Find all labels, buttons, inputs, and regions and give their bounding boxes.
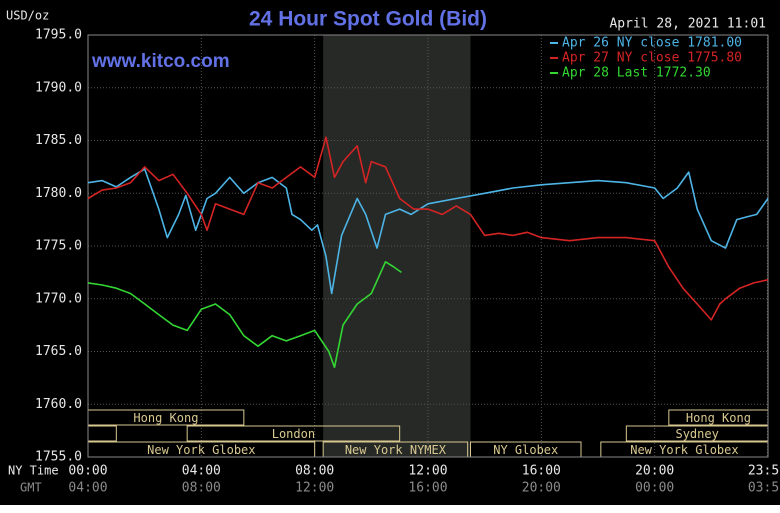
session-label: New York Globex xyxy=(147,443,255,457)
session-label: New York NYMEX xyxy=(345,443,447,457)
session-box xyxy=(186,425,401,442)
session-label: Hong Kong xyxy=(133,411,198,425)
session-label: New York Globex xyxy=(630,443,738,457)
y-tick-label: 1775.0 xyxy=(35,239,82,254)
x-tick-label: 08:00 xyxy=(295,464,334,479)
x-tick-label: 04:00 xyxy=(182,464,221,479)
x2-tick-label: 08:00 xyxy=(182,481,221,496)
session-label: London xyxy=(272,427,315,441)
x2-tick-label: 00:00 xyxy=(635,481,674,496)
y-tick-label: 1755.0 xyxy=(35,450,82,465)
x2-tick-label: 03:59 xyxy=(748,481,780,496)
x2-tick-label: 04:00 xyxy=(68,481,107,496)
x-tick-label: 12:00 xyxy=(408,464,447,479)
y-tick-label: 1785.0 xyxy=(35,133,82,148)
series-line xyxy=(87,136,769,321)
watermark: www.kitco.com xyxy=(91,51,230,72)
legend-label: Apr 27 NY close 1775.80 xyxy=(562,51,742,66)
y-tick-label: 1795.0 xyxy=(35,28,82,43)
session-label: Sydney xyxy=(675,427,718,441)
x2-tick-label: 16:00 xyxy=(408,481,447,496)
series-line xyxy=(87,261,402,369)
x-tick-label: 16:00 xyxy=(522,464,561,479)
x-tick-label: 23:59 xyxy=(748,464,780,479)
session-label: Hong Kong xyxy=(686,411,751,425)
chart-title: 24 Hour Spot Gold (Bid) xyxy=(249,8,487,31)
x2-tick-label: 20:00 xyxy=(522,481,561,496)
session-label: NY Globex xyxy=(493,443,558,457)
y-tick-label: 1770.0 xyxy=(35,291,82,306)
timestamp: April 28, 2021 11:01 xyxy=(609,17,766,32)
y-unit: USD/oz xyxy=(6,9,49,23)
plot-frame xyxy=(87,34,769,458)
y-tick-label: 1790.0 xyxy=(35,80,82,95)
y-tick-label: 1760.0 xyxy=(35,397,82,412)
x-axis-label: NY Time xyxy=(8,464,59,478)
y-tick-label: 1780.0 xyxy=(35,186,82,201)
x2-axis-label: GMT xyxy=(20,481,42,495)
legend-label: Apr 28 Last 1772.30 xyxy=(562,66,711,81)
x-tick-label: 00:00 xyxy=(68,464,107,479)
legend-label: Apr 26 NY close 1781.00 xyxy=(562,36,742,51)
x2-tick-label: 12:00 xyxy=(295,481,334,496)
series-line xyxy=(87,168,769,295)
x-tick-label: 20:00 xyxy=(635,464,674,479)
y-tick-label: 1765.0 xyxy=(35,344,82,359)
